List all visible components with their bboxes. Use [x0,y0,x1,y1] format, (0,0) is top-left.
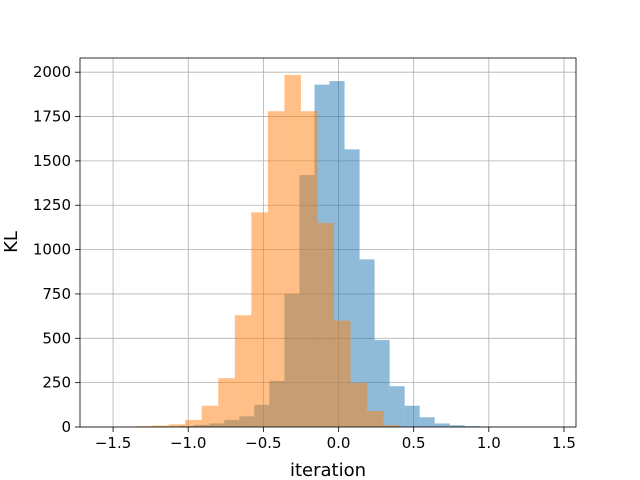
histogram-bar [464,426,480,427]
x-tick-label: 1.0 [477,434,501,452]
histogram-bar [334,320,351,427]
plot-frame [79,57,577,428]
y-tick-label: 1750 [33,108,71,126]
histogram-bar [152,425,169,427]
bars [135,74,510,427]
histogram-bar [317,222,335,427]
histogram-series-2 [135,74,401,427]
y-tick-label: 500 [42,329,71,347]
histogram-bar [135,426,153,427]
histogram-bar [389,386,405,427]
x-tick-label: 0.5 [402,434,426,452]
y-tick-label: 1250 [33,196,71,214]
y-tick-label: 750 [42,285,71,303]
y-tick-label: 0 [61,418,71,436]
histogram-bar [383,425,401,427]
x-tick-label: 0.0 [327,434,351,452]
histogram-bar [284,74,301,427]
y-tick-label: 2000 [33,63,71,81]
histogram-bar [300,111,318,427]
y-axis-label: KL [1,231,22,253]
histogram-bar [185,419,202,427]
y-tick-label: 1000 [33,241,71,259]
histogram-bar [449,425,465,427]
histogram-bar [201,405,219,427]
histogram-bar [404,405,420,427]
histogram-bar [350,382,368,427]
x-tick-label: −1.0 [170,434,206,452]
x-axis-label: iteration [290,460,366,480]
x-tick-label: 1.5 [552,434,576,452]
histogram-bar [168,424,186,427]
histogram-bar [367,411,384,427]
x-tick-label: −1.5 [95,434,131,452]
y-tick-label: 250 [42,374,71,392]
y-tick-label: 1500 [33,152,71,170]
histogram-bar [267,111,285,427]
histogram-bar [234,315,252,427]
histogram-bar [251,212,268,427]
histogram-bar [434,423,450,427]
histogram-bar [218,378,235,427]
histogram-bar [374,340,390,427]
x-tick-label: −0.5 [245,434,281,452]
histogram-bar [419,417,435,427]
axis-ticks: −1.5 −1.0 −0.5 0.0 0.5 1.0 1.5 0 250 500 750 1000 12… [33,63,576,452]
